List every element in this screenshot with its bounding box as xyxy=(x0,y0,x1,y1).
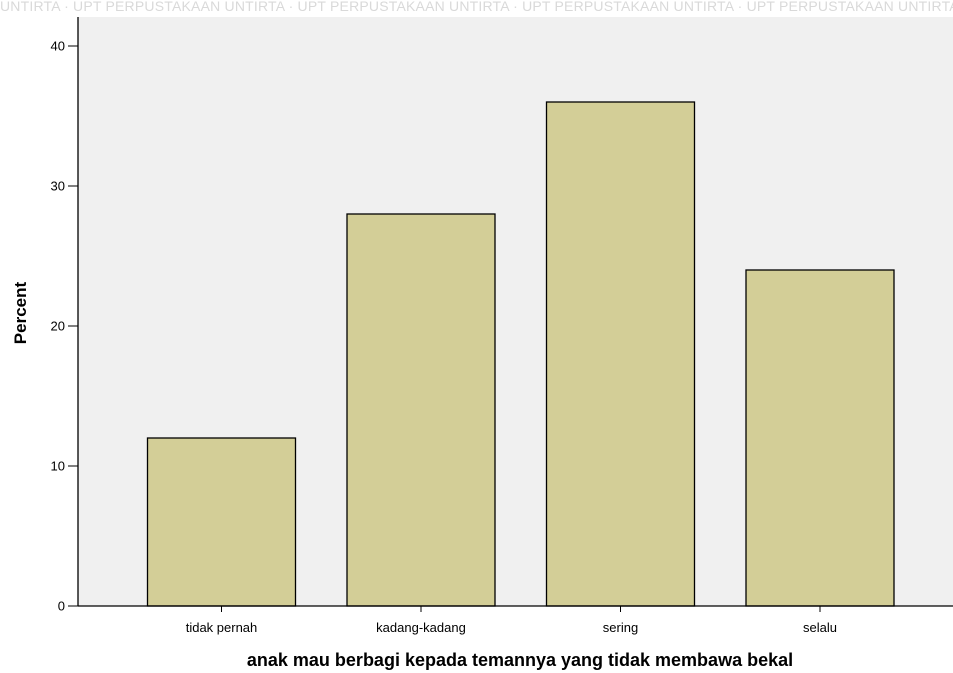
y-tick-label: 10 xyxy=(51,459,65,474)
x-axis-label: anak mau berbagi kepada temannya yang ti… xyxy=(247,650,793,670)
watermark-text: UNTIRTA · UPT PERPUSTAKAAN UNTIRTA · UPT… xyxy=(0,0,953,14)
bar xyxy=(346,213,496,607)
bar xyxy=(545,101,696,607)
y-tick-label: 20 xyxy=(51,319,65,334)
bar xyxy=(146,437,297,607)
y-axis-ticks: 0 10 20 30 40 xyxy=(51,39,78,614)
y-tick-label: 40 xyxy=(51,39,65,54)
x-tick-label: kadang-kadang xyxy=(376,620,466,635)
y-tick-label: 0 xyxy=(58,599,65,614)
bar xyxy=(745,269,895,607)
bars xyxy=(146,101,895,607)
x-tick-label: sering xyxy=(603,620,638,635)
y-tick-label: 30 xyxy=(51,179,65,194)
x-tick-label: selalu xyxy=(803,620,837,635)
x-axis-ticks: tidak pernah kadang-kadang sering selalu xyxy=(186,606,837,635)
y-axis-label: Percent xyxy=(11,281,30,344)
x-tick-label: tidak pernah xyxy=(186,620,258,635)
